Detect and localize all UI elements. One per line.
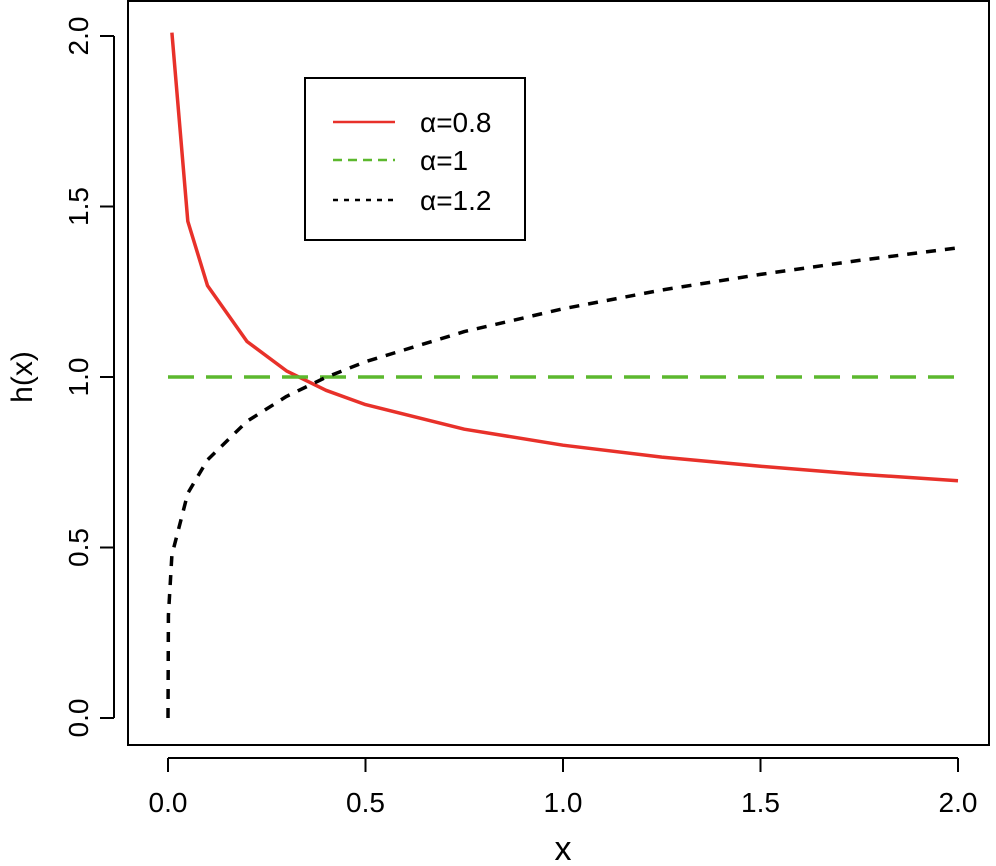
- y-tick-label: 0.5: [63, 528, 94, 567]
- legend-label: α=1: [420, 145, 468, 176]
- x-tick-label: 0.0: [149, 787, 188, 818]
- series-line-2: [166, 246, 959, 719]
- x-axis-label: x: [555, 830, 572, 866]
- x-tick-label: 2.0: [939, 787, 978, 818]
- x-tick-label: 1.0: [544, 787, 583, 818]
- x-tick-label: 1.5: [741, 787, 780, 818]
- y-tick-label: 2.0: [63, 17, 94, 56]
- y-axis-label: h(x): [6, 351, 39, 403]
- y-tick-label: 1.5: [63, 187, 94, 226]
- y-tick-label: 0.0: [63, 699, 94, 738]
- legend: α=0.8 α=1 α=1.2: [304, 77, 526, 241]
- x-tick-label: 0.5: [346, 787, 385, 818]
- y-tick-label: 1.0: [63, 358, 94, 397]
- plot-box: [127, 0, 990, 746]
- series-line-0: [170, 32, 959, 483]
- legend-label: α=0.8: [420, 107, 491, 138]
- legend-label: α=1.2: [420, 185, 491, 216]
